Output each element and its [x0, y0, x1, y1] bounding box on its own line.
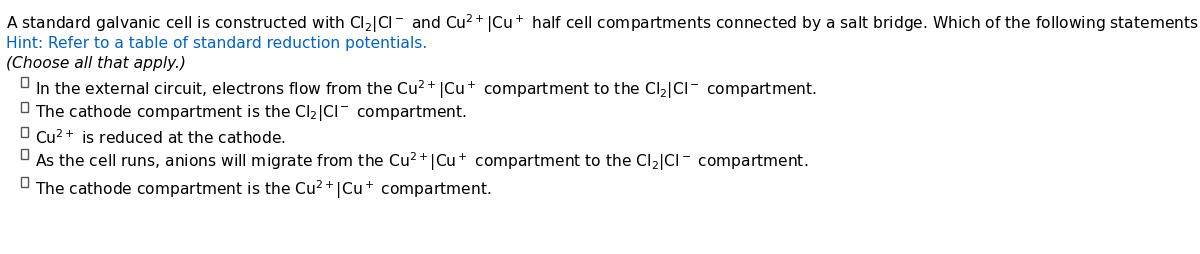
Bar	[20, 149, 28, 159]
Text: The cathode compartment is the $\mathregular{Cl_2|Cl^-}$ compartment.: The cathode compartment is the $\mathreg…	[35, 103, 467, 122]
Bar	[20, 177, 28, 187]
Text: (Choose all that apply.): (Choose all that apply.)	[6, 56, 186, 71]
Text: A standard galvanic cell is constructed with $\mathregular{Cl_2|Cl^-}$ and $\mat: A standard galvanic cell is constructed …	[6, 12, 1200, 35]
Bar	[20, 78, 28, 88]
Text: Hint: Refer to a table of standard reduction potentials.: Hint: Refer to a table of standard reduc…	[6, 36, 427, 51]
Text: The cathode compartment is the $\mathregular{Cu^{2+}|Cu^+}$ compartment.: The cathode compartment is the $\mathreg…	[35, 177, 491, 200]
Text: $\mathregular{Cu^{2+}}$ is reduced at the cathode.: $\mathregular{Cu^{2+}}$ is reduced at th…	[35, 128, 286, 146]
Text: In the external circuit, electrons flow from the $\mathregular{Cu^{2+}|Cu^+}$ co: In the external circuit, electrons flow …	[35, 78, 816, 100]
Text: As the cell runs, anions will migrate from the $\mathregular{Cu^{2+}|Cu^+}$ comp: As the cell runs, anions will migrate fr…	[35, 149, 808, 172]
Bar	[20, 103, 28, 113]
Bar	[20, 128, 28, 137]
